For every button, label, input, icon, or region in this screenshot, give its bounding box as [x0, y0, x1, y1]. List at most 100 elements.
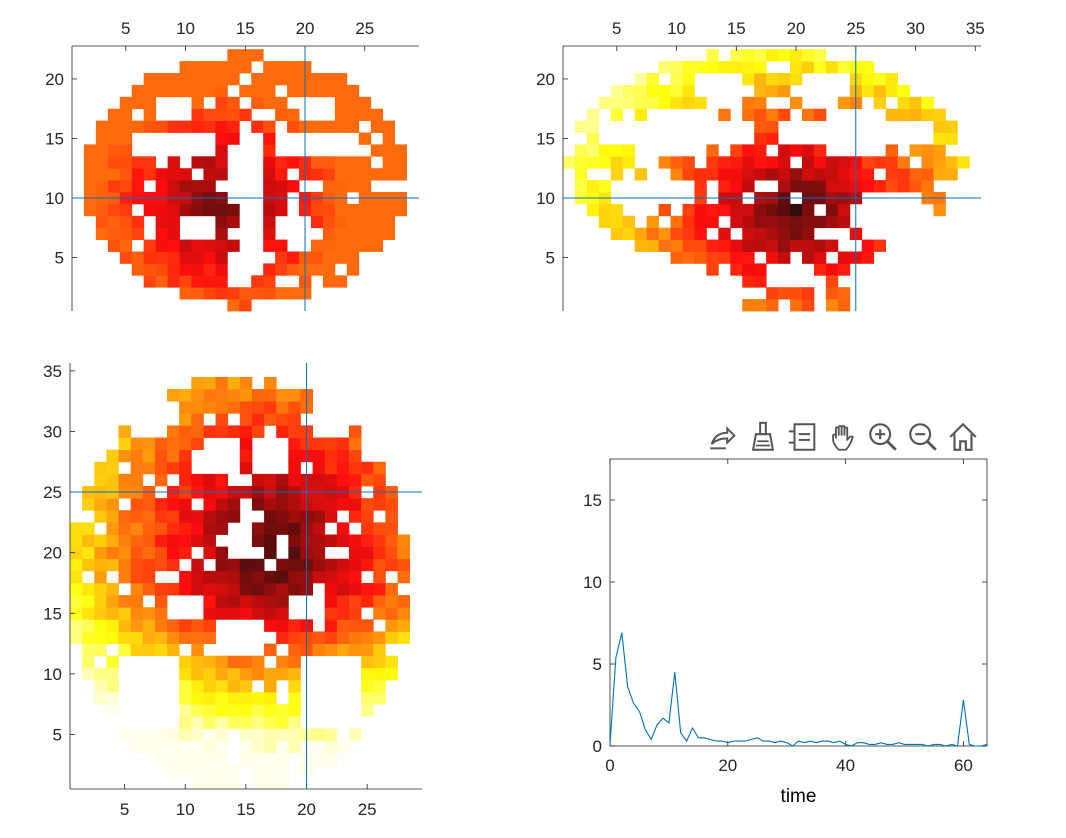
voxel [251, 716, 265, 729]
voxel [203, 498, 216, 511]
voxel [275, 73, 288, 86]
voxel [634, 96, 648, 110]
voxel [742, 263, 755, 276]
voxel [70, 558, 83, 572]
voxel [394, 156, 407, 169]
voxel [334, 156, 348, 169]
voxel [622, 84, 636, 98]
voxel [251, 558, 265, 572]
voxel [215, 203, 228, 217]
voxel [730, 49, 743, 62]
voxel [167, 84, 180, 98]
voxel [203, 376, 216, 390]
voxel [921, 168, 934, 181]
voxel [239, 413, 253, 426]
voxel [706, 144, 719, 157]
voxel [82, 655, 95, 669]
voxel [215, 73, 228, 86]
voxel [118, 473, 132, 487]
voxel [322, 275, 336, 288]
slice-image [83, 49, 407, 312]
voxel [179, 473, 192, 487]
voxel [154, 546, 168, 560]
voxel [263, 144, 276, 157]
voxel [348, 570, 362, 584]
voxel [813, 144, 827, 157]
axes-toolbar [704, 418, 988, 456]
voxel [203, 776, 216, 790]
voxel [215, 498, 229, 511]
voxel [754, 132, 767, 145]
coronal-slice-panel[interactable]: 5 10 15 20 25 20 15 10 5 [45, 19, 419, 312]
pan-button[interactable] [824, 419, 861, 456]
voxel [131, 263, 145, 276]
voxel [574, 168, 588, 181]
voxel [813, 108, 827, 121]
voxel [397, 619, 411, 632]
voxel [861, 84, 875, 98]
voxel [336, 619, 350, 632]
voxel [215, 716, 229, 729]
legend-button[interactable] [784, 419, 821, 456]
voxel [83, 203, 97, 217]
voxel [264, 704, 277, 717]
time-series-plot[interactable]: 0 20 40 60 0 5 10 15 time [583, 458, 988, 807]
voxel [885, 108, 898, 121]
voxel [119, 144, 133, 157]
axial-slice-panel[interactable]: 5 10 15 20 25 35 30 25 20 15 10 5 [43, 362, 422, 819]
y-tick-label: 10 [536, 189, 555, 208]
voxel [706, 156, 719, 169]
x-tick-label: 20 [787, 19, 806, 38]
voxel [742, 73, 755, 86]
voxel [239, 740, 253, 754]
voxel [275, 263, 288, 276]
zoom-in-button[interactable] [864, 419, 901, 456]
voxel [191, 61, 204, 74]
voxel [598, 215, 612, 229]
brush-icon [751, 421, 774, 451]
export-button[interactable] [704, 419, 741, 456]
voxel [634, 227, 648, 240]
voxel [70, 546, 83, 560]
zoom-out-button[interactable] [904, 419, 941, 456]
voxel [897, 180, 910, 193]
voxel [742, 61, 755, 74]
brush-button[interactable] [744, 419, 781, 456]
voxel [275, 168, 288, 181]
voxel [179, 73, 192, 86]
voxel [70, 595, 83, 608]
voxel [610, 156, 624, 169]
voxel [239, 437, 253, 451]
voxel [239, 84, 252, 98]
voxel [227, 299, 240, 312]
voxel [227, 764, 241, 778]
voxel [766, 84, 779, 98]
voxel [334, 168, 348, 181]
voxel [191, 643, 204, 657]
voxel [154, 728, 168, 741]
voxel [239, 401, 253, 414]
voxel [622, 156, 636, 169]
voxel [837, 156, 851, 169]
x-tick-label: 10 [176, 19, 195, 38]
voxel [670, 156, 683, 169]
voxel [334, 227, 348, 240]
voxel [94, 643, 107, 657]
sagittal-slice-panel[interactable]: 5 10 15 20 25 30 35 20 15 10 5 [536, 19, 985, 312]
voxel [670, 61, 683, 74]
voxel [94, 498, 107, 511]
voxel [730, 61, 743, 74]
voxel [346, 156, 360, 169]
voxel [167, 546, 180, 560]
voxel [276, 667, 289, 681]
voxel [227, 582, 241, 596]
voxel [251, 582, 265, 596]
voxel [288, 667, 301, 681]
voxel [191, 389, 204, 402]
voxel [694, 227, 707, 240]
voxel [957, 156, 970, 169]
voxel [334, 239, 348, 252]
home-button[interactable] [944, 419, 981, 456]
voxel [227, 287, 240, 300]
voxel [215, 704, 229, 717]
